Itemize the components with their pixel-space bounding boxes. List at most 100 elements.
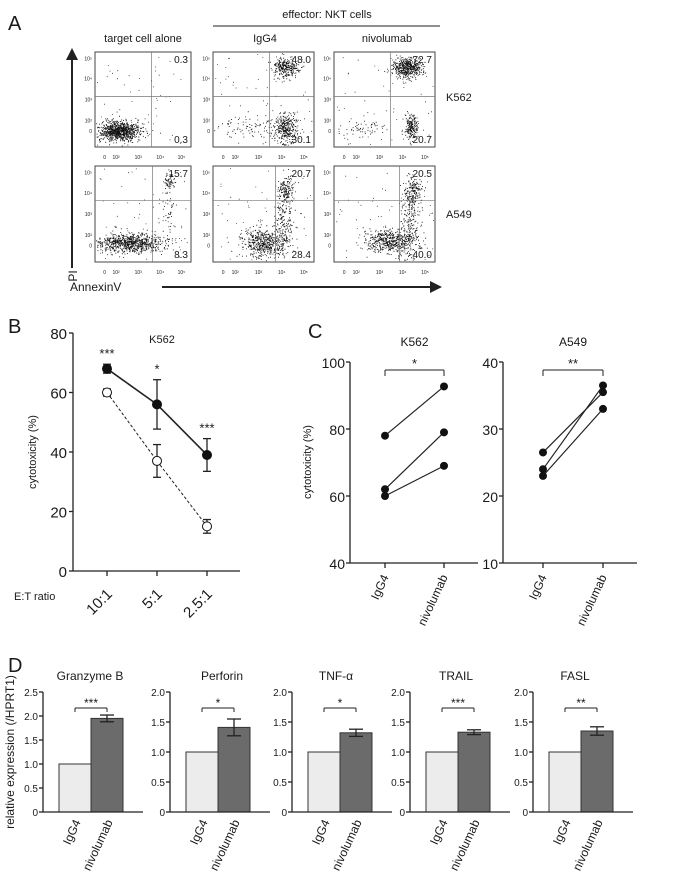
x-tick-label: 10²	[353, 155, 361, 161]
y-tick-label: 1.5	[24, 736, 38, 747]
y-tick-label: 20	[50, 505, 67, 522]
panel-label-D: D	[8, 655, 22, 677]
y-tick-label: 0	[207, 244, 210, 250]
x-tick-label: 10⁵	[300, 155, 308, 161]
bar-nivolumab	[580, 730, 614, 813]
x-tick-label: IgG4	[60, 817, 84, 847]
x-axis-label: E:T ratio	[14, 591, 55, 603]
flow-plot-K562-0	[94, 51, 192, 148]
flow-plot-frame	[333, 51, 436, 148]
y-tick-label: 80	[329, 422, 345, 438]
quadrant-value-lower-right: 30.1	[292, 135, 312, 146]
x-tick-label: 0	[103, 155, 106, 161]
flow-events	[96, 56, 188, 147]
bar-nivolumab	[217, 726, 251, 813]
bar-IgG4	[425, 751, 459, 813]
chart-title: TNF-α	[319, 669, 353, 683]
data-point-igg4	[539, 448, 547, 457]
y-tick-label: 10	[482, 556, 498, 572]
data-point-igg4	[381, 485, 389, 494]
chart-title: K562	[400, 335, 428, 349]
flow-plot-frame	[212, 165, 315, 263]
data-point-nivolumab	[440, 428, 448, 437]
flow-events	[337, 54, 434, 146]
data-point-igg4	[381, 492, 389, 500]
data-point-filled	[152, 399, 162, 410]
x-tick-label: 10⁴	[156, 155, 164, 161]
flow-plot-A549-1	[212, 165, 315, 263]
annexinv-axis-label: AnnexinV	[70, 280, 121, 294]
flow-plot-frame	[212, 51, 315, 148]
x-tick-label: IgG4	[368, 572, 392, 602]
x-tick-label: 10⁴	[399, 270, 407, 276]
paired-line	[384, 431, 445, 490]
pi-axis-label: PI	[66, 270, 80, 281]
significance-marker: **	[576, 696, 586, 710]
series-line-open	[156, 460, 208, 527]
quadrant-value-lower-right: 28.4	[292, 250, 312, 261]
y-tick-label: 0.5	[273, 778, 287, 789]
x-tick-label: 10⁵	[300, 270, 308, 276]
quadrant-value-upper-right: 20.7	[292, 169, 312, 180]
y-tick-label: 10³	[203, 212, 211, 218]
chart-title: TRAIL	[439, 669, 473, 683]
flow-plot-frame	[333, 165, 436, 263]
x-tick-label: 10²	[232, 270, 240, 276]
y-tick-label: 80	[50, 326, 67, 343]
y-axis-label: cytotoxicity (%)	[302, 425, 314, 499]
y-tick-label: 1.0	[273, 748, 287, 759]
x-tick-label: 10²	[353, 270, 361, 276]
bar-IgG4	[58, 763, 92, 813]
bar-nivolumab	[457, 731, 491, 813]
data-point-nivolumab	[440, 382, 448, 391]
paired-line	[384, 385, 445, 437]
y-tick-label: 10⁴	[202, 77, 210, 83]
y-tick-label: 40	[329, 556, 345, 572]
x-tick-label: nivolumab	[447, 817, 483, 873]
quadrant-value-upper-right: 15.7	[169, 169, 189, 180]
y-tick-label: 10⁵	[202, 171, 210, 177]
data-point-open	[102, 387, 112, 398]
series-line-open	[106, 392, 158, 462]
y-tick-label: 0	[89, 129, 92, 135]
panel-label-A: A	[8, 13, 22, 35]
y-tick-label: 10⁴	[323, 191, 331, 197]
x-tick-label: nivolumab	[574, 572, 610, 628]
significance-marker: *	[154, 362, 159, 377]
y-tick-label: 10⁵	[323, 171, 331, 177]
y-tick-label: 0.5	[514, 778, 528, 789]
x-tick-label: 10:1	[83, 586, 116, 619]
y-tick-label: 10³	[324, 98, 332, 104]
y-tick-label: 10⁴	[84, 191, 92, 197]
data-point-filled	[102, 363, 112, 374]
y-axis-label: cytotoxicity (%)	[27, 415, 39, 489]
y-tick-label: 10³	[85, 212, 93, 218]
y-tick-label: 60	[50, 386, 67, 403]
chart-title: FASL	[560, 669, 590, 683]
x-tick-label: 10²	[113, 155, 121, 161]
data-point-nivolumab	[599, 381, 607, 390]
x-tick-label: nivolumab	[570, 817, 606, 873]
y-tick-label: 0	[89, 244, 92, 250]
x-tick-label: nivolumab	[80, 817, 116, 873]
data-point-igg4	[539, 465, 547, 474]
y-tick-label: 0	[281, 808, 287, 819]
y-tick-label: 2.0	[514, 688, 528, 699]
y-tick-label: 1.5	[514, 718, 528, 729]
x-tick-label: 0	[343, 270, 346, 276]
y-tick-label: 0	[328, 129, 331, 135]
x-tick-label: 10³	[376, 155, 384, 161]
y-tick-label: 10³	[203, 98, 211, 104]
significance-marker: **	[568, 356, 578, 371]
flow-events	[214, 53, 313, 146]
significance-marker: ***	[199, 421, 214, 436]
x-tick-label: 5:1	[139, 586, 166, 613]
flow-events	[217, 168, 311, 262]
column-title: nivolumab	[362, 33, 412, 45]
x-tick-label: 10⁴	[399, 155, 407, 161]
y-tick-label: 10²	[85, 233, 93, 239]
y-tick-label: 10²	[324, 118, 332, 124]
x-tick-label: 10⁴	[278, 155, 286, 161]
chart-title: K562	[149, 334, 175, 346]
